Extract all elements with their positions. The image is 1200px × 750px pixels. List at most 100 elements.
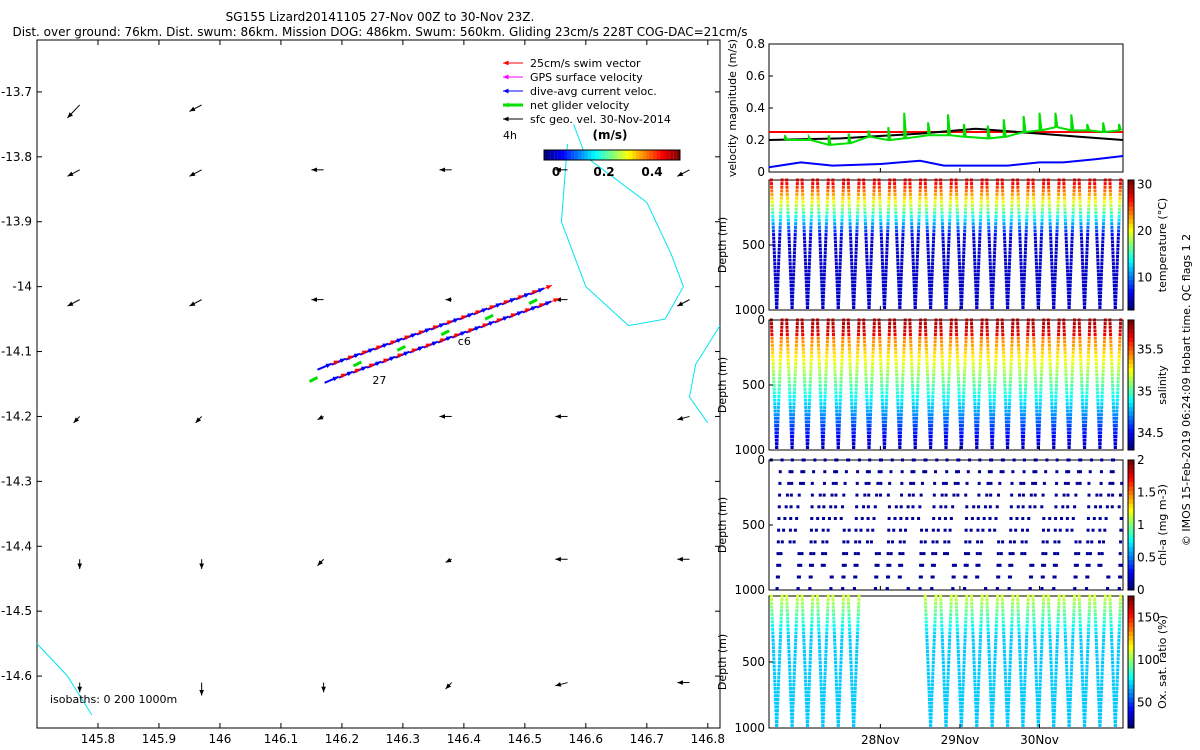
temperature-point <box>924 185 928 189</box>
salinity-point <box>808 376 812 380</box>
temperature-point <box>988 265 992 269</box>
salinity-point <box>877 322 881 326</box>
salinity-point <box>1100 391 1104 395</box>
temperature-point <box>1071 218 1075 222</box>
salinity-colorbar-swatch <box>1128 328 1134 334</box>
salinity-point <box>1016 336 1020 340</box>
salinity-point <box>910 376 914 380</box>
salinity-point <box>855 362 859 366</box>
salinity-point <box>804 420 808 424</box>
temperature-colorbar-swatch <box>1128 219 1134 224</box>
oxygen-point <box>821 712 825 716</box>
salinity-point <box>1114 427 1118 431</box>
salinity-point <box>831 322 835 326</box>
salinity-point <box>1008 380 1012 384</box>
oxygen-point <box>801 605 805 609</box>
salinity-point <box>957 387 961 391</box>
chl-point <box>893 517 897 520</box>
temperature-point <box>916 244 920 248</box>
oxygen-point <box>940 635 944 639</box>
temperature-point <box>1006 294 1010 298</box>
temperature-point <box>941 244 945 248</box>
temperature-point <box>946 262 950 266</box>
temperature-point <box>902 200 906 204</box>
temperature-point <box>1095 229 1099 233</box>
temperature-point <box>903 189 907 193</box>
temperature-point <box>993 240 997 244</box>
temperature-point <box>1048 229 1052 233</box>
salinity-point <box>804 402 808 406</box>
chl-point <box>912 481 916 485</box>
salinity-point <box>806 438 810 442</box>
oxygen-point <box>810 616 814 620</box>
salinity-point <box>1022 420 1026 424</box>
temperature-point <box>897 287 901 291</box>
dac-vector-head <box>389 356 396 362</box>
temperature-point <box>840 211 844 215</box>
salinity-point <box>995 325 999 329</box>
salinity-point <box>1065 402 1069 406</box>
chl-point <box>868 458 872 462</box>
temperature-point <box>881 262 885 266</box>
temperature-point <box>1063 207 1067 211</box>
legend-marker <box>503 88 523 94</box>
salinity-point <box>825 358 829 362</box>
chl-point <box>1052 587 1056 591</box>
salinity-point <box>954 325 958 329</box>
temperature-point <box>849 251 853 255</box>
dac-vector <box>472 307 488 316</box>
chl-point <box>1053 575 1057 579</box>
salinity-point <box>1004 416 1008 420</box>
temperature-point <box>1103 193 1107 197</box>
salinity-point <box>851 424 855 428</box>
temperature-point <box>847 200 851 204</box>
salinity-point <box>916 369 920 373</box>
salinity-point <box>1115 409 1119 413</box>
chl-ytick-label: 500 <box>742 518 765 532</box>
oxygen-point <box>808 672 812 676</box>
salinity-point <box>1053 409 1057 413</box>
oxygen-point <box>850 675 854 679</box>
temperature-point <box>1113 305 1117 309</box>
temperature-point <box>856 211 860 215</box>
temperature-point <box>1062 178 1066 182</box>
dac-vector-head <box>325 363 332 369</box>
salinity-point <box>939 329 943 333</box>
oxygen-point <box>804 686 808 690</box>
salinity-point <box>914 420 918 424</box>
chl-point <box>980 540 984 544</box>
temperature-point <box>1023 269 1027 273</box>
temperature-point <box>883 291 887 295</box>
oxygen-point <box>947 661 951 665</box>
temperature-point <box>808 258 812 262</box>
temperature-point <box>1084 269 1088 273</box>
temperature-point <box>1037 298 1041 302</box>
temperature-point <box>1070 233 1074 237</box>
chl-point <box>1098 505 1102 509</box>
chl-point <box>857 458 861 462</box>
colorbar-swatch <box>618 150 623 160</box>
temperature-point <box>1081 262 1085 266</box>
temperature-point <box>947 240 951 244</box>
salinity-point <box>1010 343 1014 347</box>
temperature-point <box>1101 233 1105 237</box>
oxygen-point <box>856 616 860 620</box>
salinity-point <box>1070 373 1074 377</box>
salinity-point <box>913 442 917 446</box>
salinity-point <box>1102 358 1106 362</box>
salinity-point <box>916 384 920 388</box>
temperature-point <box>789 273 793 277</box>
temperature-point <box>912 273 916 277</box>
oxygen-point <box>856 627 860 631</box>
dac-vector-head <box>438 323 445 328</box>
salinity-point <box>773 416 777 420</box>
temperature-colorbar-swatch <box>1128 271 1134 276</box>
oxygen-point <box>776 683 780 687</box>
temperature-point <box>841 185 845 189</box>
sfc-velocity-arrow <box>445 682 453 690</box>
salinity-point <box>912 427 916 431</box>
salinity-point <box>995 340 999 344</box>
temperature-point <box>1040 222 1044 226</box>
temperature-point <box>886 211 890 215</box>
colorbar-swatch <box>595 150 599 160</box>
